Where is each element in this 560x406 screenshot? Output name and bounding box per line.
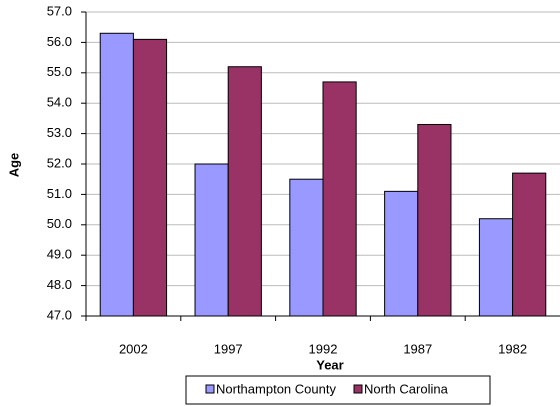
x-tick-label: 2002 xyxy=(119,341,148,356)
y-tick-label: 56.0 xyxy=(47,34,72,49)
legend-label: North Carolina xyxy=(364,381,449,396)
y-tick-label: 57.0 xyxy=(47,3,72,18)
bar xyxy=(512,172,547,317)
x-tick-label: 1992 xyxy=(309,341,338,356)
bar xyxy=(194,163,229,317)
x-tick-label: 1997 xyxy=(214,341,243,356)
bar xyxy=(417,123,452,317)
legend-swatch xyxy=(205,384,215,394)
x-axis-label: Year xyxy=(316,357,343,372)
y-tick-label: 51.0 xyxy=(47,186,72,201)
legend-box xyxy=(185,375,491,405)
bar xyxy=(478,218,514,317)
y-tick-label: 47.0 xyxy=(47,307,72,322)
legend-swatch xyxy=(353,384,363,394)
bar xyxy=(384,190,419,317)
bar xyxy=(227,66,262,317)
bar xyxy=(132,38,168,317)
bar xyxy=(99,32,134,317)
y-axis-label: Age xyxy=(6,153,21,178)
bar xyxy=(289,178,324,317)
bar xyxy=(322,81,357,317)
y-tick-label: 50.0 xyxy=(47,216,72,231)
y-tick-label: 54.0 xyxy=(47,95,72,110)
y-tick-label: 52.0 xyxy=(47,155,72,170)
y-tick-label: 55.0 xyxy=(47,64,72,79)
y-tick-label: 53.0 xyxy=(47,125,72,140)
x-tick-label: 1982 xyxy=(498,341,527,356)
x-tick-label: 1987 xyxy=(403,341,432,356)
legend-label: Northampton County xyxy=(216,381,336,396)
y-tick-label: 48.0 xyxy=(47,277,72,292)
y-tick-label: 49.0 xyxy=(47,247,72,262)
